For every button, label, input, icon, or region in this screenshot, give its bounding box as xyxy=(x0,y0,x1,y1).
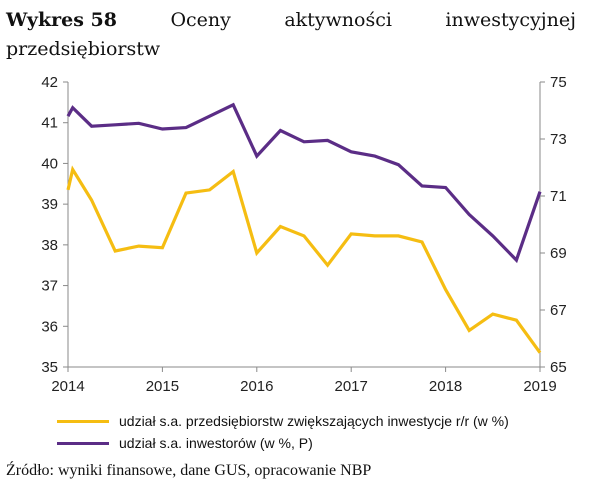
chart-lines xyxy=(66,102,542,354)
right-tick-label: 69 xyxy=(550,245,567,262)
title-word: Oceny xyxy=(170,9,231,31)
left-tick-label: 35 xyxy=(41,359,58,376)
series-line-investors xyxy=(66,102,542,264)
legend-label: udział s.a. przedsiębiorstw zwiększający… xyxy=(119,413,509,429)
series-line-investment-increase xyxy=(66,165,542,354)
left-tick-label: 42 xyxy=(41,74,58,91)
x-tick-label: 2014 xyxy=(51,378,84,395)
legend-label: udział s.a. inwestorów (w %, P) xyxy=(119,435,313,451)
chart-axes xyxy=(63,81,545,372)
x-tick-label: 2017 xyxy=(335,378,368,395)
chart-legend: udział s.a. przedsiębiorstw zwiększający… xyxy=(57,410,509,454)
left-tick-label: 41 xyxy=(41,115,58,132)
figure-title: Wykres 58 Oceny aktywności inwestycyjnej… xyxy=(6,6,576,64)
right-tick-label: 67 xyxy=(550,302,567,319)
left-tick-label: 40 xyxy=(41,155,58,172)
right-tick-label: 73 xyxy=(550,131,567,148)
legend-item-investors: udział s.a. inwestorów (w %, P) xyxy=(57,432,509,454)
left-tick-label: 38 xyxy=(41,237,58,254)
figure-label: Wykres 58 xyxy=(6,9,117,31)
left-tick-label: 37 xyxy=(41,278,58,295)
title-word: aktywności xyxy=(284,9,392,31)
title-word: inwestycyjnej xyxy=(445,9,576,31)
chart-ticks: 35 36 37 38 39 40 41 42 65 67 69 71 73 75 2014 2015 2016… xyxy=(41,74,566,395)
left-tick-label: 39 xyxy=(41,196,58,213)
right-tick-label: 65 xyxy=(550,359,567,376)
title-line2: przedsiębiorstw xyxy=(6,38,161,60)
x-tick-label: 2018 xyxy=(429,378,462,395)
legend-swatch-yellow xyxy=(57,419,109,423)
x-tick-label: 2019 xyxy=(523,378,556,395)
x-tick-label: 2015 xyxy=(146,378,179,395)
right-tick-label: 75 xyxy=(550,74,567,91)
legend-item-investment-increase: udział s.a. przedsiębiorstw zwiększający… xyxy=(57,410,509,432)
left-tick-label: 36 xyxy=(41,318,58,335)
x-tick-label: 2016 xyxy=(240,378,273,395)
source-note: Źródło: wyniki finansowe, dane GUS, opra… xyxy=(6,462,372,479)
right-tick-label: 71 xyxy=(550,188,567,205)
legend-swatch-purple xyxy=(57,441,109,445)
